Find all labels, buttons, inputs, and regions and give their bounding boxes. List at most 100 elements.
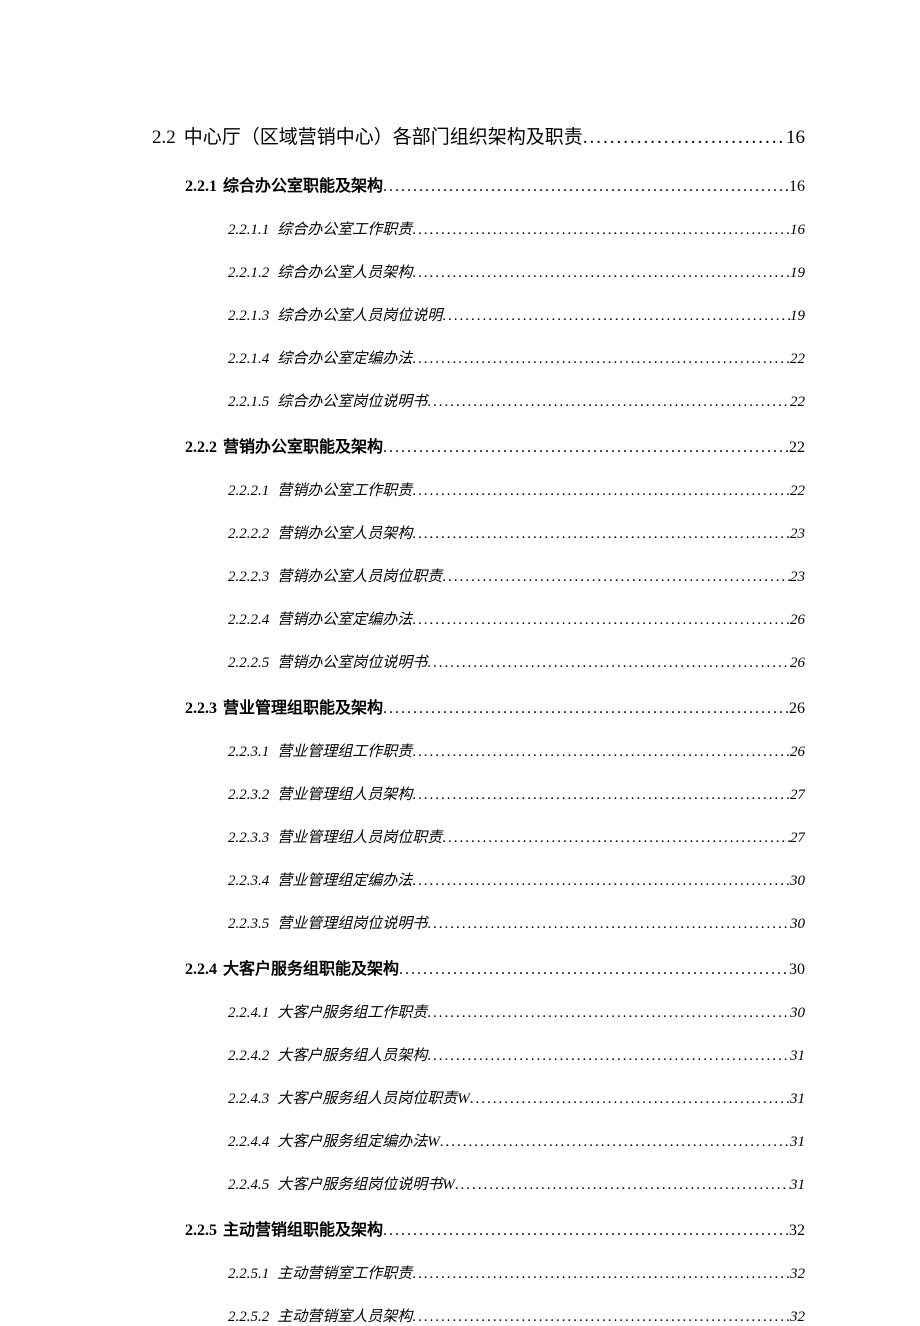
toc-entry-title: 大客户服务组定编办法W <box>277 1134 440 1150</box>
toc-leader-dots: ........................................… <box>583 127 786 149</box>
toc-leader-dots: ........................................… <box>455 1177 790 1194</box>
toc-entry-label: 2.2.4大客户服务组职能及架构 <box>185 955 399 979</box>
toc-entry-title: 大客户服务组人员架构 <box>277 1048 427 1064</box>
toc-leader-dots: ........................................… <box>412 612 790 629</box>
toc-entry-number: 2.2.3.2 <box>228 787 269 803</box>
toc-entry-page: 27 <box>790 787 805 804</box>
toc-entry-number: 2.2.5.1 <box>228 1266 269 1282</box>
toc-leader-dots: ........................................… <box>383 1222 789 1240</box>
toc-entry-page: 19 <box>790 265 805 282</box>
toc-entry-label: 2.2.4.4 大客户服务组定编办法W <box>228 1130 440 1151</box>
toc-entry-title: 营业管理组岗位说明书 <box>277 916 427 932</box>
toc-entry-number: 2.2 <box>152 127 176 148</box>
toc-entry-label: 2.2.4.1大客户服务组工作职责 <box>228 1001 427 1022</box>
toc-leader-dots: ........................................… <box>412 744 790 761</box>
toc-leader-dots: ........................................… <box>427 1048 790 1065</box>
toc-entry-title: 主动营销室工作职责 <box>277 1266 412 1282</box>
toc-entry-label: 2.2.3.1营业管理组工作职责 <box>228 740 412 761</box>
toc-leader-dots: ........................................… <box>427 916 790 933</box>
toc-entry-page: 23 <box>790 569 805 586</box>
toc-entry-label: 2.2.3.5 营业管理组岗位说明书 <box>228 912 427 933</box>
toc-entry-number: 2.2.1.4 <box>228 351 269 367</box>
toc-entry-label: 2.2.1综合办公室职能及架构 <box>185 172 383 196</box>
toc-entry-number: 2.2.2.2 <box>228 526 269 542</box>
toc-entry: 2.2 中心厅（区域营销中心）各部门组织架构及职责................… <box>152 122 805 149</box>
toc-entry: 2.2.1.3综合办公室人员岗位说明......................… <box>152 304 805 325</box>
toc-entry-label: 2.2.1.1综合办公室工作职责 <box>228 218 412 239</box>
toc-entry-page: 31 <box>790 1177 805 1194</box>
toc-entry-label: 2.2.1.3综合办公室人员岗位说明 <box>228 304 442 325</box>
toc-entry-page: 23 <box>790 526 805 543</box>
toc-entry-title: 营业管理组职能及架构 <box>223 700 383 717</box>
toc-leader-dots: ........................................… <box>412 222 790 239</box>
toc-entry-number: 2.2.4 <box>185 961 217 978</box>
toc-entry-label: 2.2 中心厅（区域营销中心）各部门组织架构及职责 <box>152 122 583 149</box>
toc-entry-page: 31 <box>790 1091 805 1108</box>
toc-leader-dots: ........................................… <box>412 1266 790 1283</box>
toc-entry-label: 2.2.3 营业管理组职能及架构 <box>185 694 383 718</box>
toc-entry-label: 2.2.4.2大客户服务组人员架构 <box>228 1044 427 1065</box>
toc-entry-number: 2.2.2 <box>185 439 217 456</box>
toc-entry-page: 22 <box>790 394 805 411</box>
toc-entry-number: 2.2.3.5 <box>228 916 269 932</box>
toc-leader-dots: ........................................… <box>412 483 790 500</box>
toc-leader-dots: ........................................… <box>412 787 790 804</box>
toc-entry-page: 32 <box>790 1266 805 1283</box>
toc-entry-number: 2.2.5.2 <box>228 1309 269 1325</box>
toc-entry-number: 2.2.2.5 <box>228 655 269 671</box>
toc-entry-label: 2.2.1.5综合办公室岗位说明书 <box>228 390 427 411</box>
toc-entry-number: 2.2.5 <box>185 1222 217 1239</box>
toc-entry: 2.2.1.1综合办公室工作职责........................… <box>152 218 805 239</box>
toc-leader-dots: ........................................… <box>383 178 789 196</box>
toc-entry-title: 营销办公室工作职责 <box>277 483 412 499</box>
toc-entry-label: 2.2.2.4营销办公室定编办法 <box>228 608 412 629</box>
toc-entry-title: 营销办公室定编办法 <box>277 612 412 628</box>
toc-entry: 2.2.4.5大客户服务组岗位说明书W.....................… <box>152 1173 805 1194</box>
toc-entry-label: 2.2.5主动营销组职能及架构 <box>185 1216 383 1240</box>
toc-leader-dots: ........................................… <box>427 1005 790 1022</box>
toc-entry-title: 综合办公室人员岗位说明 <box>277 308 442 324</box>
toc-entry-number: 2.2.4.3 <box>228 1091 269 1107</box>
toc-entry-page: 32 <box>789 1222 805 1240</box>
toc-entry-page: 27 <box>790 830 805 847</box>
toc-entry-number: 2.2.3.4 <box>228 873 269 889</box>
toc-entry: 2.2.2.1营销办公室工作职责........................… <box>152 479 805 500</box>
toc-leader-dots: ........................................… <box>412 526 790 543</box>
toc-entry: 2.2.5.1 主动营销室工作职责........................… <box>152 1262 805 1283</box>
toc-entry-page: 19 <box>790 308 805 325</box>
toc-entry-title: 营业管理组人员岗位职责 <box>277 830 442 846</box>
toc-entry-title: 营销办公室人员岗位职责 <box>277 569 442 585</box>
toc-entry-number: 2.2.3 <box>185 700 217 717</box>
toc-entry-label: 2.2.4.5大客户服务组岗位说明书W <box>228 1173 455 1194</box>
toc-entry-title: 大客户服务组人员岗位职责W <box>277 1091 470 1107</box>
toc-entry: 2.2.3.2营业管理组人员架构........................… <box>152 783 805 804</box>
toc-entry: 2.2.4.2大客户服务组人员架构.......................… <box>152 1044 805 1065</box>
toc-entry: 2.2.2.3营销办公室人员岗位职责......................… <box>152 565 805 586</box>
toc-leader-dots: ........................................… <box>442 569 790 586</box>
toc-entry-title: 综合办公室人员架构 <box>277 265 412 281</box>
toc-entry-title: 营业管理组工作职责 <box>277 744 412 760</box>
toc-entry-number: 2.2.4.4 <box>228 1134 269 1150</box>
toc-entry: 2.2.3.4营业管理组定编办法........................… <box>152 869 805 890</box>
toc-entry: 2.2.2.2营销办公室人员架构........................… <box>152 522 805 543</box>
toc-entry-page: 26 <box>789 700 805 718</box>
toc-leader-dots: ........................................… <box>399 961 789 979</box>
toc-entry-number: 2.2.1.1 <box>228 222 269 238</box>
toc-entry-page: 32 <box>790 1309 805 1326</box>
toc-entry-label: 2.2.3.3 营业管理组人员岗位职责 <box>228 826 442 847</box>
toc-entry: 2.2.1综合办公室职能及架构.........................… <box>152 172 805 196</box>
toc-entry: 2.2.1.2综合办公室人员架构........................… <box>152 261 805 282</box>
toc-entry-title: 中心厅（区域营销中心）各部门组织架构及职责 <box>184 127 583 148</box>
toc-leader-dots: ........................................… <box>442 830 790 847</box>
toc-entry: 2.2.4.1大客户服务组工作职责.......................… <box>152 1001 805 1022</box>
toc-entry-title: 综合办公室职能及架构 <box>223 178 383 195</box>
toc-entry-title: 大客户服务组岗位说明书W <box>277 1177 455 1193</box>
toc-entry: 2.2.2营销办公室职能及架构.........................… <box>152 433 805 457</box>
toc-entry-page: 22 <box>790 483 805 500</box>
toc-leader-dots: ........................................… <box>412 351 790 368</box>
toc-entry-page: 30 <box>790 873 805 890</box>
toc-entry-page: 30 <box>790 1005 805 1022</box>
toc-entry-label: 2.2.3.4营业管理组定编办法 <box>228 869 412 890</box>
toc-entry: 2.2.3.3 营业管理组人员岗位职责......................… <box>152 826 805 847</box>
toc-entry-number: 2.2.3.3 <box>228 830 269 846</box>
